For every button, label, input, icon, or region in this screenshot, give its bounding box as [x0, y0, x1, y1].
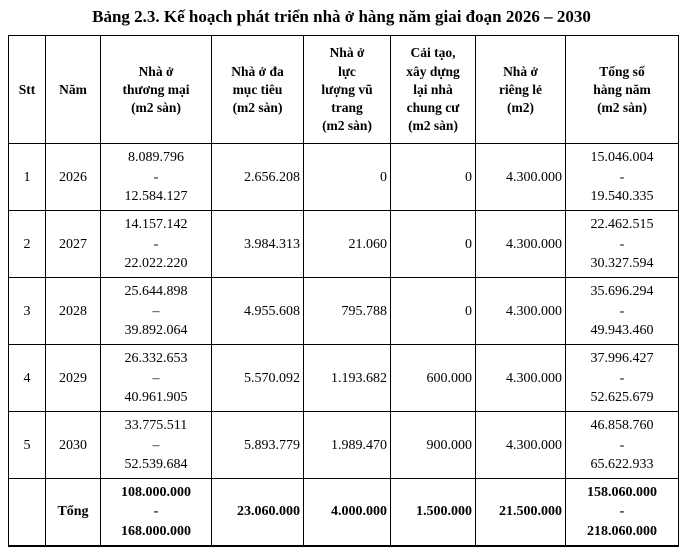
cell-armed-forces-housing: 795.788	[303, 277, 391, 346]
table-row: 2 2027 14.157.142 - 22.022.220 3.984.313…	[8, 210, 679, 279]
cell-annual-total: 22.462.515 - 30.327.594	[565, 210, 679, 279]
cell-year: 2030	[45, 411, 101, 480]
table-row: 1 2026 8.089.796 - 12.584.127 2.656.208 …	[8, 143, 679, 212]
header-cell-annual-total: Tổng số hàng năm (m2 sàn)	[565, 35, 679, 145]
cell-commercial-housing: 25.644.898 – 39.892.064	[100, 277, 212, 346]
table-row: 5 2030 33.775.511 – 52.539.684 5.893.779…	[8, 411, 679, 480]
cell-individual-housing: 4.300.000	[475, 210, 566, 279]
cell-armed-forces-housing: 4.000.000	[303, 478, 391, 547]
cell-individual-housing: 21.500.000	[475, 478, 566, 547]
header-cell-individual-housing: Nhà ở riêng lẻ (m2)	[475, 35, 566, 145]
cell-year: 2029	[45, 344, 101, 413]
cell-individual-housing: 4.300.000	[475, 143, 566, 212]
cell-apartment-renovation: 0	[390, 210, 476, 279]
header-cell-multipurpose-housing: Nhà ở đa mục tiêu (m2 sàn)	[211, 35, 304, 145]
cell-armed-forces-housing: 21.060	[303, 210, 391, 279]
cell-stt: 3	[8, 277, 46, 346]
header-cell-stt: Stt	[8, 35, 46, 145]
table-row: 4 2029 26.332.653 – 40.961.905 5.570.092…	[8, 344, 679, 413]
cell-individual-housing: 4.300.000	[475, 277, 566, 346]
table-title: Bảng 2.3. Kế hoạch phát triển nhà ở hàng…	[92, 7, 591, 26]
cell-multipurpose-housing: 2.656.208	[211, 143, 304, 212]
cell-annual-total: 37.996.427 - 52.625.679	[565, 344, 679, 413]
cell-stt: 2	[8, 210, 46, 279]
cell-commercial-housing: 8.089.796 - 12.584.127	[100, 143, 212, 212]
cell-apartment-renovation: 0	[390, 277, 476, 346]
cell-commercial-housing: 14.157.142 - 22.022.220	[100, 210, 212, 279]
cell-total-label: Tổng	[45, 478, 101, 547]
header-cell-commercial-housing: Nhà ở thương mại (m2 sàn)	[100, 35, 212, 145]
cell-annual-total: 158.060.000 - 218.060.000	[565, 478, 679, 547]
cell-apartment-renovation: 1.500.000	[390, 478, 476, 547]
cell-stt	[8, 478, 46, 547]
header-cell-year: Năm	[45, 35, 101, 145]
cell-year: 2028	[45, 277, 101, 346]
header-cell-armed-forces-housing: Nhà ở lực lượng vũ trang (m2 sàn)	[303, 35, 391, 145]
cell-stt: 1	[8, 143, 46, 212]
cell-multipurpose-housing: 3.984.313	[211, 210, 304, 279]
cell-apartment-renovation: 0	[390, 143, 476, 212]
cell-multipurpose-housing: 23.060.000	[211, 478, 304, 547]
cell-multipurpose-housing: 5.570.092	[211, 344, 304, 413]
cell-year: 2027	[45, 210, 101, 279]
cell-apartment-renovation: 900.000	[390, 411, 476, 480]
cell-commercial-housing: 33.775.511 – 52.539.684	[100, 411, 212, 480]
total-row: Tổng 108.000.000 - 168.000.000 23.060.00…	[8, 478, 679, 547]
table-row: 3 2028 25.644.898 – 39.892.064 4.955.608…	[8, 277, 679, 346]
cell-stt: 4	[8, 344, 46, 413]
cell-commercial-housing: 26.332.653 – 40.961.905	[100, 344, 212, 413]
cell-multipurpose-housing: 4.955.608	[211, 277, 304, 346]
cell-annual-total: 35.696.294 - 49.943.460	[565, 277, 679, 346]
cell-individual-housing: 4.300.000	[475, 344, 566, 413]
cell-apartment-renovation: 600.000	[390, 344, 476, 413]
cell-armed-forces-housing: 1.989.470	[303, 411, 391, 480]
cell-armed-forces-housing: 1.193.682	[303, 344, 391, 413]
housing-plan-table: Stt Năm Nhà ở thương mại (m2 sàn) Nhà ở …	[8, 35, 679, 547]
header-row: Stt Năm Nhà ở thương mại (m2 sàn) Nhà ở …	[8, 35, 679, 145]
cell-annual-total: 15.046.004 - 19.540.335	[565, 143, 679, 212]
cell-individual-housing: 4.300.000	[475, 411, 566, 480]
header-cell-apartment-renovation: Cải tạo, xây dựng lại nhà chung cư (m2 s…	[390, 35, 476, 145]
cell-stt: 5	[8, 411, 46, 480]
cell-year: 2026	[45, 143, 101, 212]
cell-multipurpose-housing: 5.893.779	[211, 411, 304, 480]
cell-annual-total: 46.858.760 - 65.622.933	[565, 411, 679, 480]
cell-commercial-housing: 108.000.000 - 168.000.000	[100, 478, 212, 547]
cell-armed-forces-housing: 0	[303, 143, 391, 212]
